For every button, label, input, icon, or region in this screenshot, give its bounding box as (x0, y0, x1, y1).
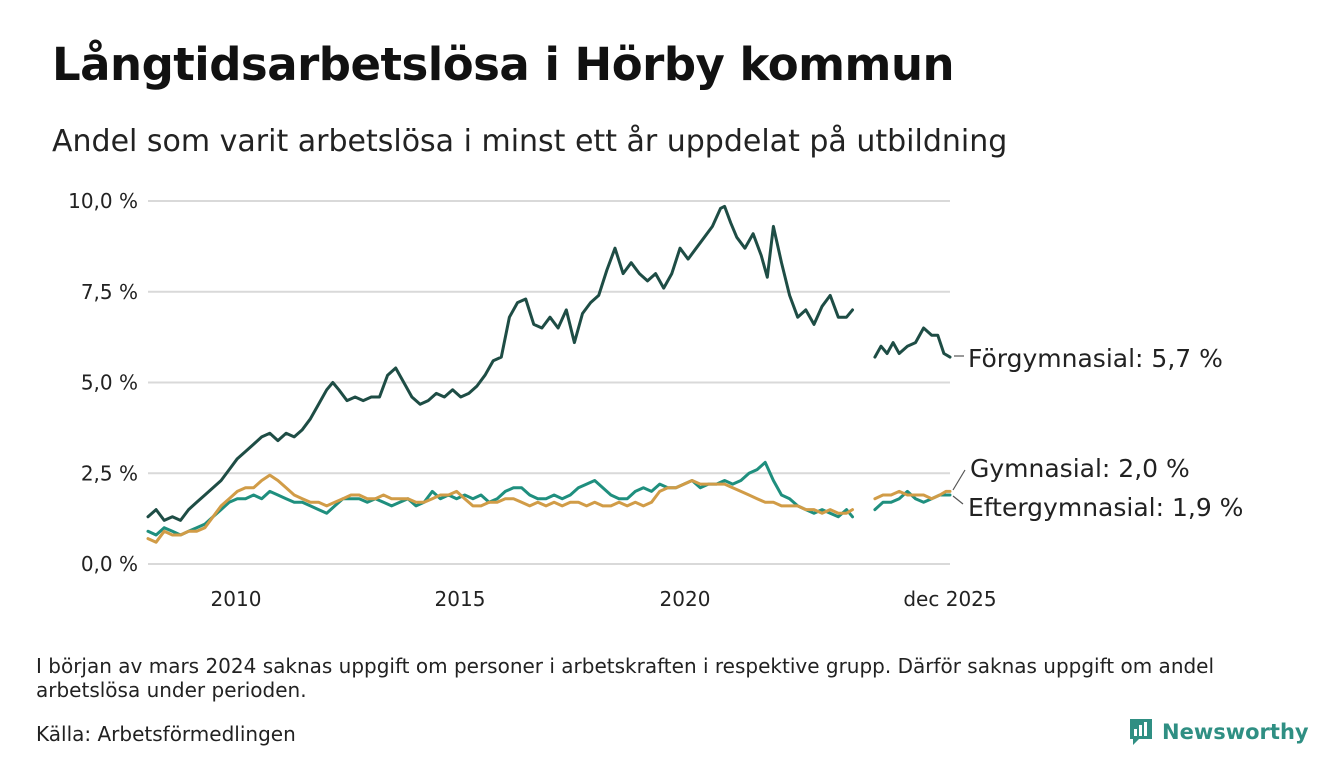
y-tick-label: 10,0 % (68, 189, 138, 213)
chart-title: Långtidsarbetslösa i Hörby kommun (52, 38, 955, 91)
y-tick-label: 5,0 % (81, 371, 138, 395)
y-tick-label: 2,5 % (81, 461, 138, 485)
x-tick-label: 2010 (211, 587, 262, 611)
newsworthy-logo[interactable]: Newsworthy (1128, 716, 1309, 748)
chart-subtitle: Andel som varit arbetslösa i minst ett å… (52, 124, 1008, 159)
series-end-label-förgymnasial: Förgymnasial: 5,7 % (968, 344, 1223, 373)
footnote: I början av mars 2024 saknas uppgift om … (36, 654, 1215, 702)
label-leader-line (952, 495, 964, 505)
x-tick-label: 2020 (660, 587, 711, 611)
x-tick-label: 2015 (435, 587, 486, 611)
series-line-eftergymnasial (146, 473, 854, 544)
line-chart: 0,0 % 2,5 % 5,0 % 7,5 % 10,0 % 2010 2015 2020 d… (68, 189, 1243, 611)
x-tick-label: dec 2025 (903, 587, 996, 611)
series-end-label-gymnasial: Gymnasial: 2,0 % (970, 454, 1190, 483)
label-leader-line (952, 469, 966, 491)
series-line-gymnasial (146, 460, 854, 537)
brand-name: Newsworthy (1162, 720, 1309, 744)
series-end-labels: Förgymnasial: 5,7 % Gymnasial: 2,0 % Efter… (952, 344, 1243, 522)
series-end-label-eftergymnasial: Eftergymnasial: 1,9 % (968, 493, 1243, 522)
y-tick-label: 0,0 % (81, 552, 138, 576)
series-line-eftergymnasial (873, 489, 952, 501)
y-tick-label: 7,5 % (81, 280, 138, 304)
series-line-förgymnasial (873, 326, 952, 359)
x-axis-ticks: 2010 2015 2020 dec 2025 (211, 587, 997, 611)
series-line-förgymnasial (146, 204, 854, 522)
chart-bubble-icon (1130, 719, 1152, 745)
y-axis-ticks: 0,0 % 2,5 % 5,0 % 7,5 % 10,0 % (68, 189, 138, 576)
grid-lines (148, 200, 950, 565)
source-credit: Källa: Arbetsförmedlingen (36, 722, 296, 746)
series-lines (146, 204, 952, 544)
